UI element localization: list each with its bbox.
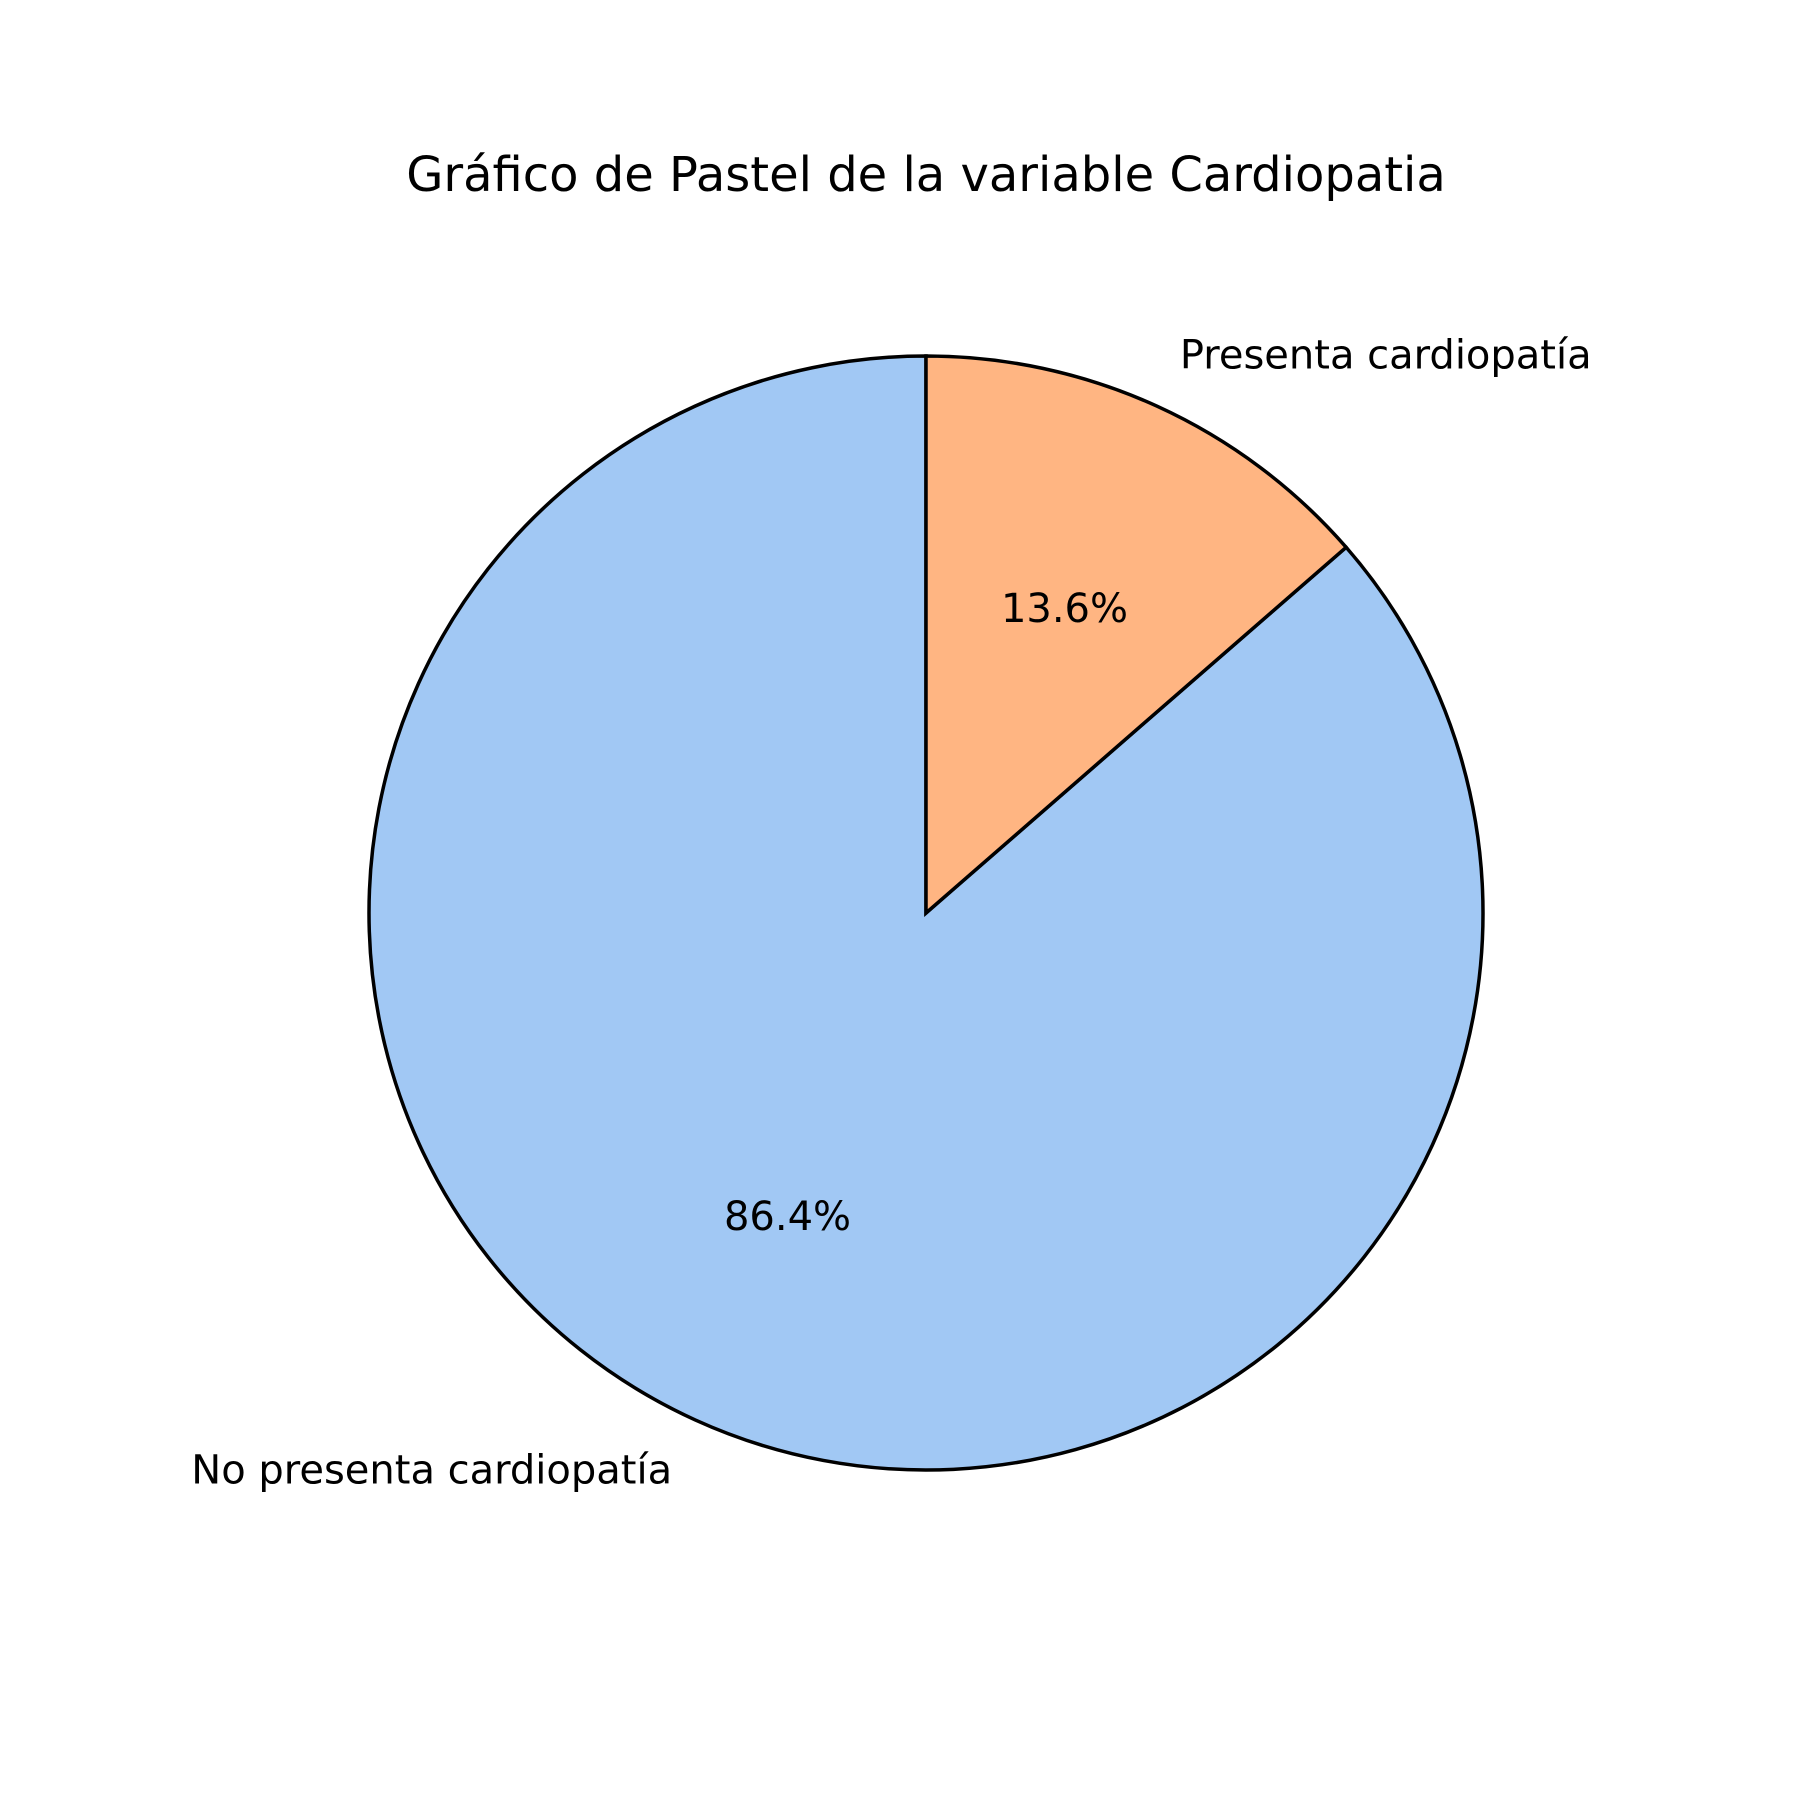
pie-category-label-0: No presenta cardiopatía <box>191 1448 672 1494</box>
chart-title: Gráfico de Pastel de la variable Cardiop… <box>406 147 1446 203</box>
pie-slices <box>369 356 1483 1470</box>
pie-category-label-1: Presenta cardiopatía <box>1180 332 1592 378</box>
pie-pct-label-0: 86.4% <box>724 1194 851 1240</box>
pie-pct-label-1: 13.6% <box>1001 586 1128 632</box>
